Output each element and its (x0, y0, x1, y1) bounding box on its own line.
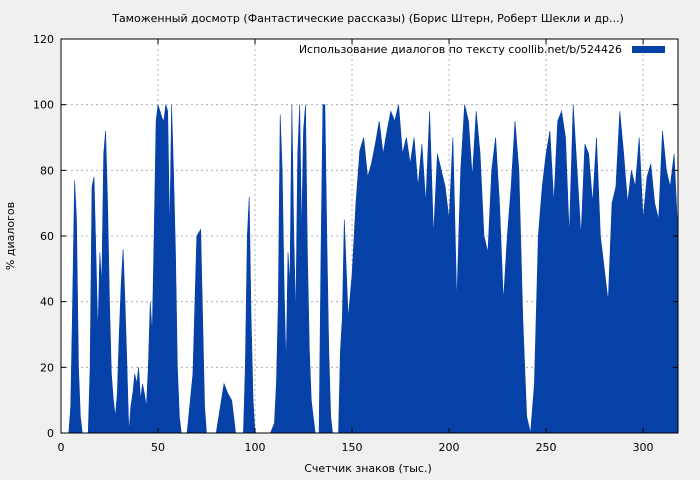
x-tick-labels: 0 50 100 150 200 250 300 (58, 441, 654, 454)
legend: Использование диалогов по тексту coollib… (299, 43, 665, 56)
x-tick-label: 200 (439, 441, 460, 454)
y-tick-label: 0 (47, 427, 54, 440)
x-tick-label: 150 (342, 441, 363, 454)
x-tick-label: 300 (633, 441, 654, 454)
x-tick-label: 50 (151, 441, 165, 454)
y-tick-label: 40 (40, 296, 54, 309)
chart-title: Таможенный досмотр (Фантастические расск… (111, 12, 624, 25)
y-tick-label: 60 (40, 230, 54, 243)
series-area (61, 104, 679, 434)
y-tick-label: 100 (33, 99, 54, 112)
series-0-area (61, 104, 679, 434)
x-tick-label: 250 (536, 441, 557, 454)
y-tick-label: 120 (33, 33, 54, 46)
legend-label: Использование диалогов по тексту coollib… (299, 43, 622, 56)
y-tick-label: 80 (40, 164, 54, 177)
y-axis-label: % диалогов (4, 202, 17, 270)
x-tick-label: 0 (58, 441, 65, 454)
y-tick-label: 20 (40, 361, 54, 374)
legend-swatch (632, 46, 665, 53)
y-tick-labels: 0 20 40 60 80 100 120 (33, 33, 54, 440)
x-tick-label: 100 (245, 441, 266, 454)
x-axis-label: Счетчик знаков (тыс.) (304, 462, 432, 475)
plot-border (60, 38, 679, 434)
